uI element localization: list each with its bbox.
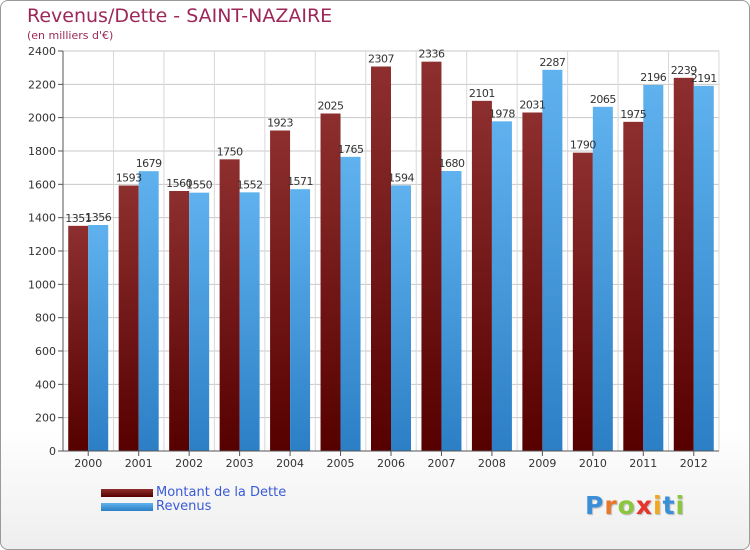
bar-debt (522, 112, 543, 451)
y-tick-label: 800 (35, 312, 56, 325)
x-tick-label: 2012 (680, 457, 708, 470)
y-tick-label: 1200 (28, 245, 56, 258)
value-label-revenue: 1679 (136, 157, 162, 170)
value-label-revenue: 1356 (85, 211, 111, 224)
value-label-debt: 2101 (469, 87, 495, 100)
y-tick-label: 0 (49, 445, 56, 458)
chart-subtitle: (en milliers d'€) (27, 29, 114, 42)
value-label-revenue: 1550 (186, 179, 212, 192)
y-tick-label: 400 (35, 378, 56, 391)
bar-revenue (441, 171, 462, 451)
logo-letter: t (662, 491, 676, 520)
y-tick-label: 1400 (28, 212, 56, 225)
value-label-debt: 2336 (418, 48, 444, 61)
x-tick-label: 2009 (528, 457, 556, 470)
value-label-debt: 1593 (116, 172, 142, 185)
value-label-revenue: 2191 (691, 72, 717, 85)
bar-revenue (189, 192, 210, 451)
x-tick-label: 2000 (74, 457, 102, 470)
x-tick-label: 2007 (427, 457, 455, 470)
bar-debt (68, 225, 89, 451)
value-label-debt: 2031 (519, 99, 545, 112)
bar-debt (673, 77, 694, 451)
bar-debt (623, 121, 644, 451)
bar-revenue (290, 189, 311, 451)
value-label-debt: 1923 (267, 117, 293, 130)
bar-debt (169, 191, 190, 451)
bar-revenue (491, 121, 512, 451)
x-tick-label: 2005 (327, 457, 355, 470)
bar-revenue (88, 225, 109, 451)
bar-revenue (592, 106, 613, 451)
value-label-revenue: 1594 (388, 171, 414, 184)
x-tick-label: 2011 (629, 457, 657, 470)
value-label-revenue: 2287 (539, 56, 565, 69)
y-tick-label: 200 (35, 412, 56, 425)
legend-label-debt: Montant de la Dette (156, 485, 287, 500)
y-tick-label: 1000 (28, 278, 56, 291)
y-tick-label: 2000 (28, 112, 56, 125)
bar-debt (118, 185, 139, 451)
bar-revenue (340, 156, 361, 452)
value-label-debt: 1750 (217, 145, 243, 158)
value-label-debt: 1790 (570, 139, 596, 152)
bar-debt (270, 130, 291, 451)
bar-debt (371, 66, 391, 451)
bar-revenue (391, 185, 411, 452)
value-label-revenue: 1552 (237, 178, 263, 191)
legend-swatch-debt (101, 489, 153, 497)
bar-revenue (643, 85, 664, 451)
value-label-debt: 1975 (620, 108, 646, 121)
logo-letter: i (653, 491, 663, 520)
bar-revenue (693, 85, 714, 451)
value-label-revenue: 1571 (287, 175, 313, 188)
x-tick-label: 2002 (175, 457, 203, 470)
value-label-debt: 2307 (368, 53, 394, 66)
logo-letter: i (675, 491, 686, 520)
value-label-debt: 1560 (166, 177, 192, 190)
value-label-debt: 2239 (671, 64, 697, 77)
logo-letter: x (635, 491, 653, 520)
bar-revenue (239, 192, 260, 452)
chart-title: Revenus/Dette - SAINT-NAZAIRE (27, 5, 333, 27)
value-label-revenue: 1680 (438, 157, 464, 170)
value-label-debt: 2025 (318, 100, 344, 113)
y-tick-label: 2400 (28, 45, 56, 58)
y-tick-label: 1600 (28, 178, 56, 191)
bars (68, 61, 714, 452)
axes: 0 200 400 600 800 1000 1200 1400 1600 1800 2000 220… (28, 45, 719, 470)
y-tick-label: 1800 (28, 145, 56, 158)
legend-swatch-revenue (101, 503, 153, 511)
x-tick-label: 2004 (276, 457, 304, 470)
value-label-revenue: 2065 (590, 93, 616, 106)
logo-letter: o (617, 491, 636, 520)
x-tick-label: 2003 (226, 457, 254, 470)
bar-revenue (138, 171, 159, 451)
bar-debt (219, 159, 240, 452)
x-tick-label: 2010 (579, 457, 607, 470)
x-tick-label: 2006 (377, 457, 405, 470)
value-label-revenue: 1978 (489, 107, 515, 120)
value-label-debt: 1351 (65, 212, 91, 225)
value-label-revenue: 1765 (338, 143, 364, 156)
y-tick-label: 2200 (28, 78, 56, 91)
value-label-revenue: 2196 (640, 71, 666, 84)
bar-debt (320, 113, 341, 451)
bar-debt (471, 100, 492, 451)
x-tick-label: 2008 (478, 457, 506, 470)
x-tick-label: 2001 (125, 457, 153, 470)
bar-revenue (542, 69, 563, 451)
bar-debt (572, 152, 593, 451)
logo-letter: P (585, 491, 605, 520)
logo-letter: r (604, 491, 618, 520)
proxiti-logo: Proxiti (585, 491, 685, 520)
bar-debt (421, 61, 442, 452)
y-tick-label: 600 (35, 345, 56, 358)
legend-label-revenue: Revenus (156, 499, 212, 514)
